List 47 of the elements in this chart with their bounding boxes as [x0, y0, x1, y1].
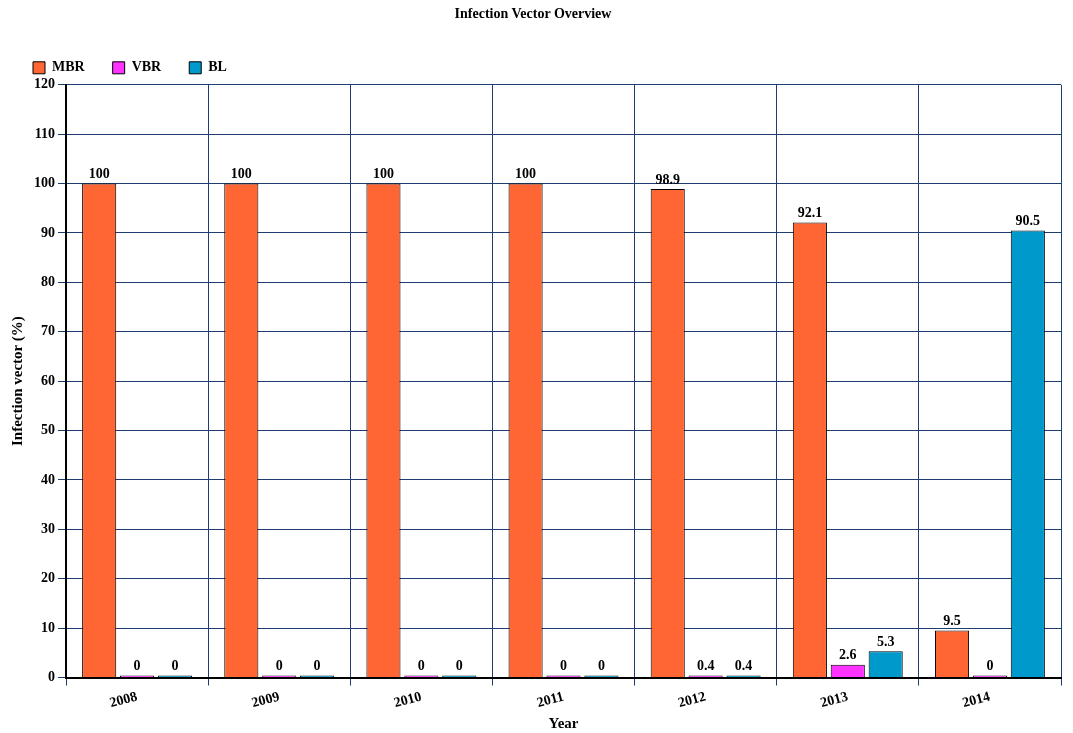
data-label: 100	[88, 166, 110, 182]
data-label: 92.1	[797, 205, 823, 221]
x-tick-label: 2008	[107, 688, 139, 711]
data-label: 0	[171, 658, 179, 674]
data-label: 0.4	[696, 658, 715, 674]
data-label: 100	[515, 166, 537, 182]
data-label: 0	[986, 658, 994, 674]
data-label: 5.3	[876, 633, 895, 649]
data-label: 100	[372, 166, 394, 182]
x-tick-label: 2014	[960, 688, 992, 711]
y-tick-label: 60	[41, 372, 55, 388]
y-tick-label: 90	[41, 224, 55, 240]
x-tick-label: 2009	[250, 688, 281, 711]
data-label: 0	[313, 658, 321, 674]
data-label: 0	[417, 658, 425, 674]
x-tick-label: 2011	[535, 688, 566, 711]
y-tick-label: 120	[34, 76, 55, 92]
data-label: 0	[597, 658, 605, 674]
data-label: 2.6	[839, 647, 857, 663]
data-label: 0.4	[734, 658, 753, 674]
data-label: 0	[455, 658, 463, 674]
data-label: 100	[230, 166, 252, 182]
y-tick-label: 30	[41, 520, 55, 536]
chart-title: Infection Vector Overview	[454, 6, 613, 22]
y-tick-label: 50	[41, 422, 55, 438]
data-label: 90.5	[1015, 213, 1041, 229]
data-label: 98.9	[655, 171, 680, 187]
y-axis-title: Infection vector (%)	[8, 316, 26, 447]
y-tick-label: 100	[34, 175, 55, 191]
data-label: 0	[275, 658, 283, 674]
y-tick-label: 70	[41, 323, 55, 339]
y-tick-label: 110	[34, 125, 55, 141]
data-label: 0	[133, 658, 141, 674]
data-label: 9.5	[943, 613, 961, 629]
data-label: 0	[560, 658, 567, 674]
x-tick-label: 2010	[392, 688, 424, 711]
y-tick-label: 80	[41, 273, 55, 289]
y-tick-label: 40	[41, 471, 55, 487]
x-axis-title: Year	[548, 714, 579, 731]
legend-label: VBR	[131, 59, 163, 75]
y-tick-label: 10	[41, 619, 55, 635]
legend-label: MBR	[52, 59, 86, 75]
x-tick-label: 2012	[676, 688, 708, 711]
legend-label: BL	[208, 59, 227, 75]
x-tick-label: 2013	[818, 688, 850, 711]
y-tick-label: 20	[41, 570, 55, 586]
y-tick-label: 0	[48, 669, 55, 685]
